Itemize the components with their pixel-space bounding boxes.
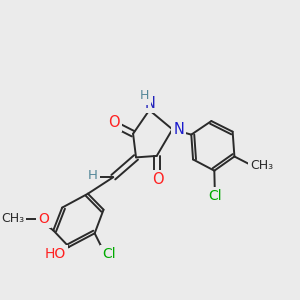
Text: O: O bbox=[152, 172, 164, 187]
Text: CH₃: CH₃ bbox=[250, 159, 273, 172]
Text: O: O bbox=[108, 115, 120, 130]
Text: N: N bbox=[145, 96, 155, 111]
Text: CH₃: CH₃ bbox=[1, 212, 24, 225]
Text: Cl: Cl bbox=[102, 247, 116, 261]
Text: N: N bbox=[173, 122, 184, 137]
Text: H: H bbox=[140, 89, 149, 102]
Text: HO: HO bbox=[44, 247, 65, 261]
Text: H: H bbox=[88, 169, 98, 182]
Text: Cl: Cl bbox=[208, 189, 222, 203]
Text: O: O bbox=[38, 212, 49, 226]
Text: H: H bbox=[137, 90, 147, 103]
